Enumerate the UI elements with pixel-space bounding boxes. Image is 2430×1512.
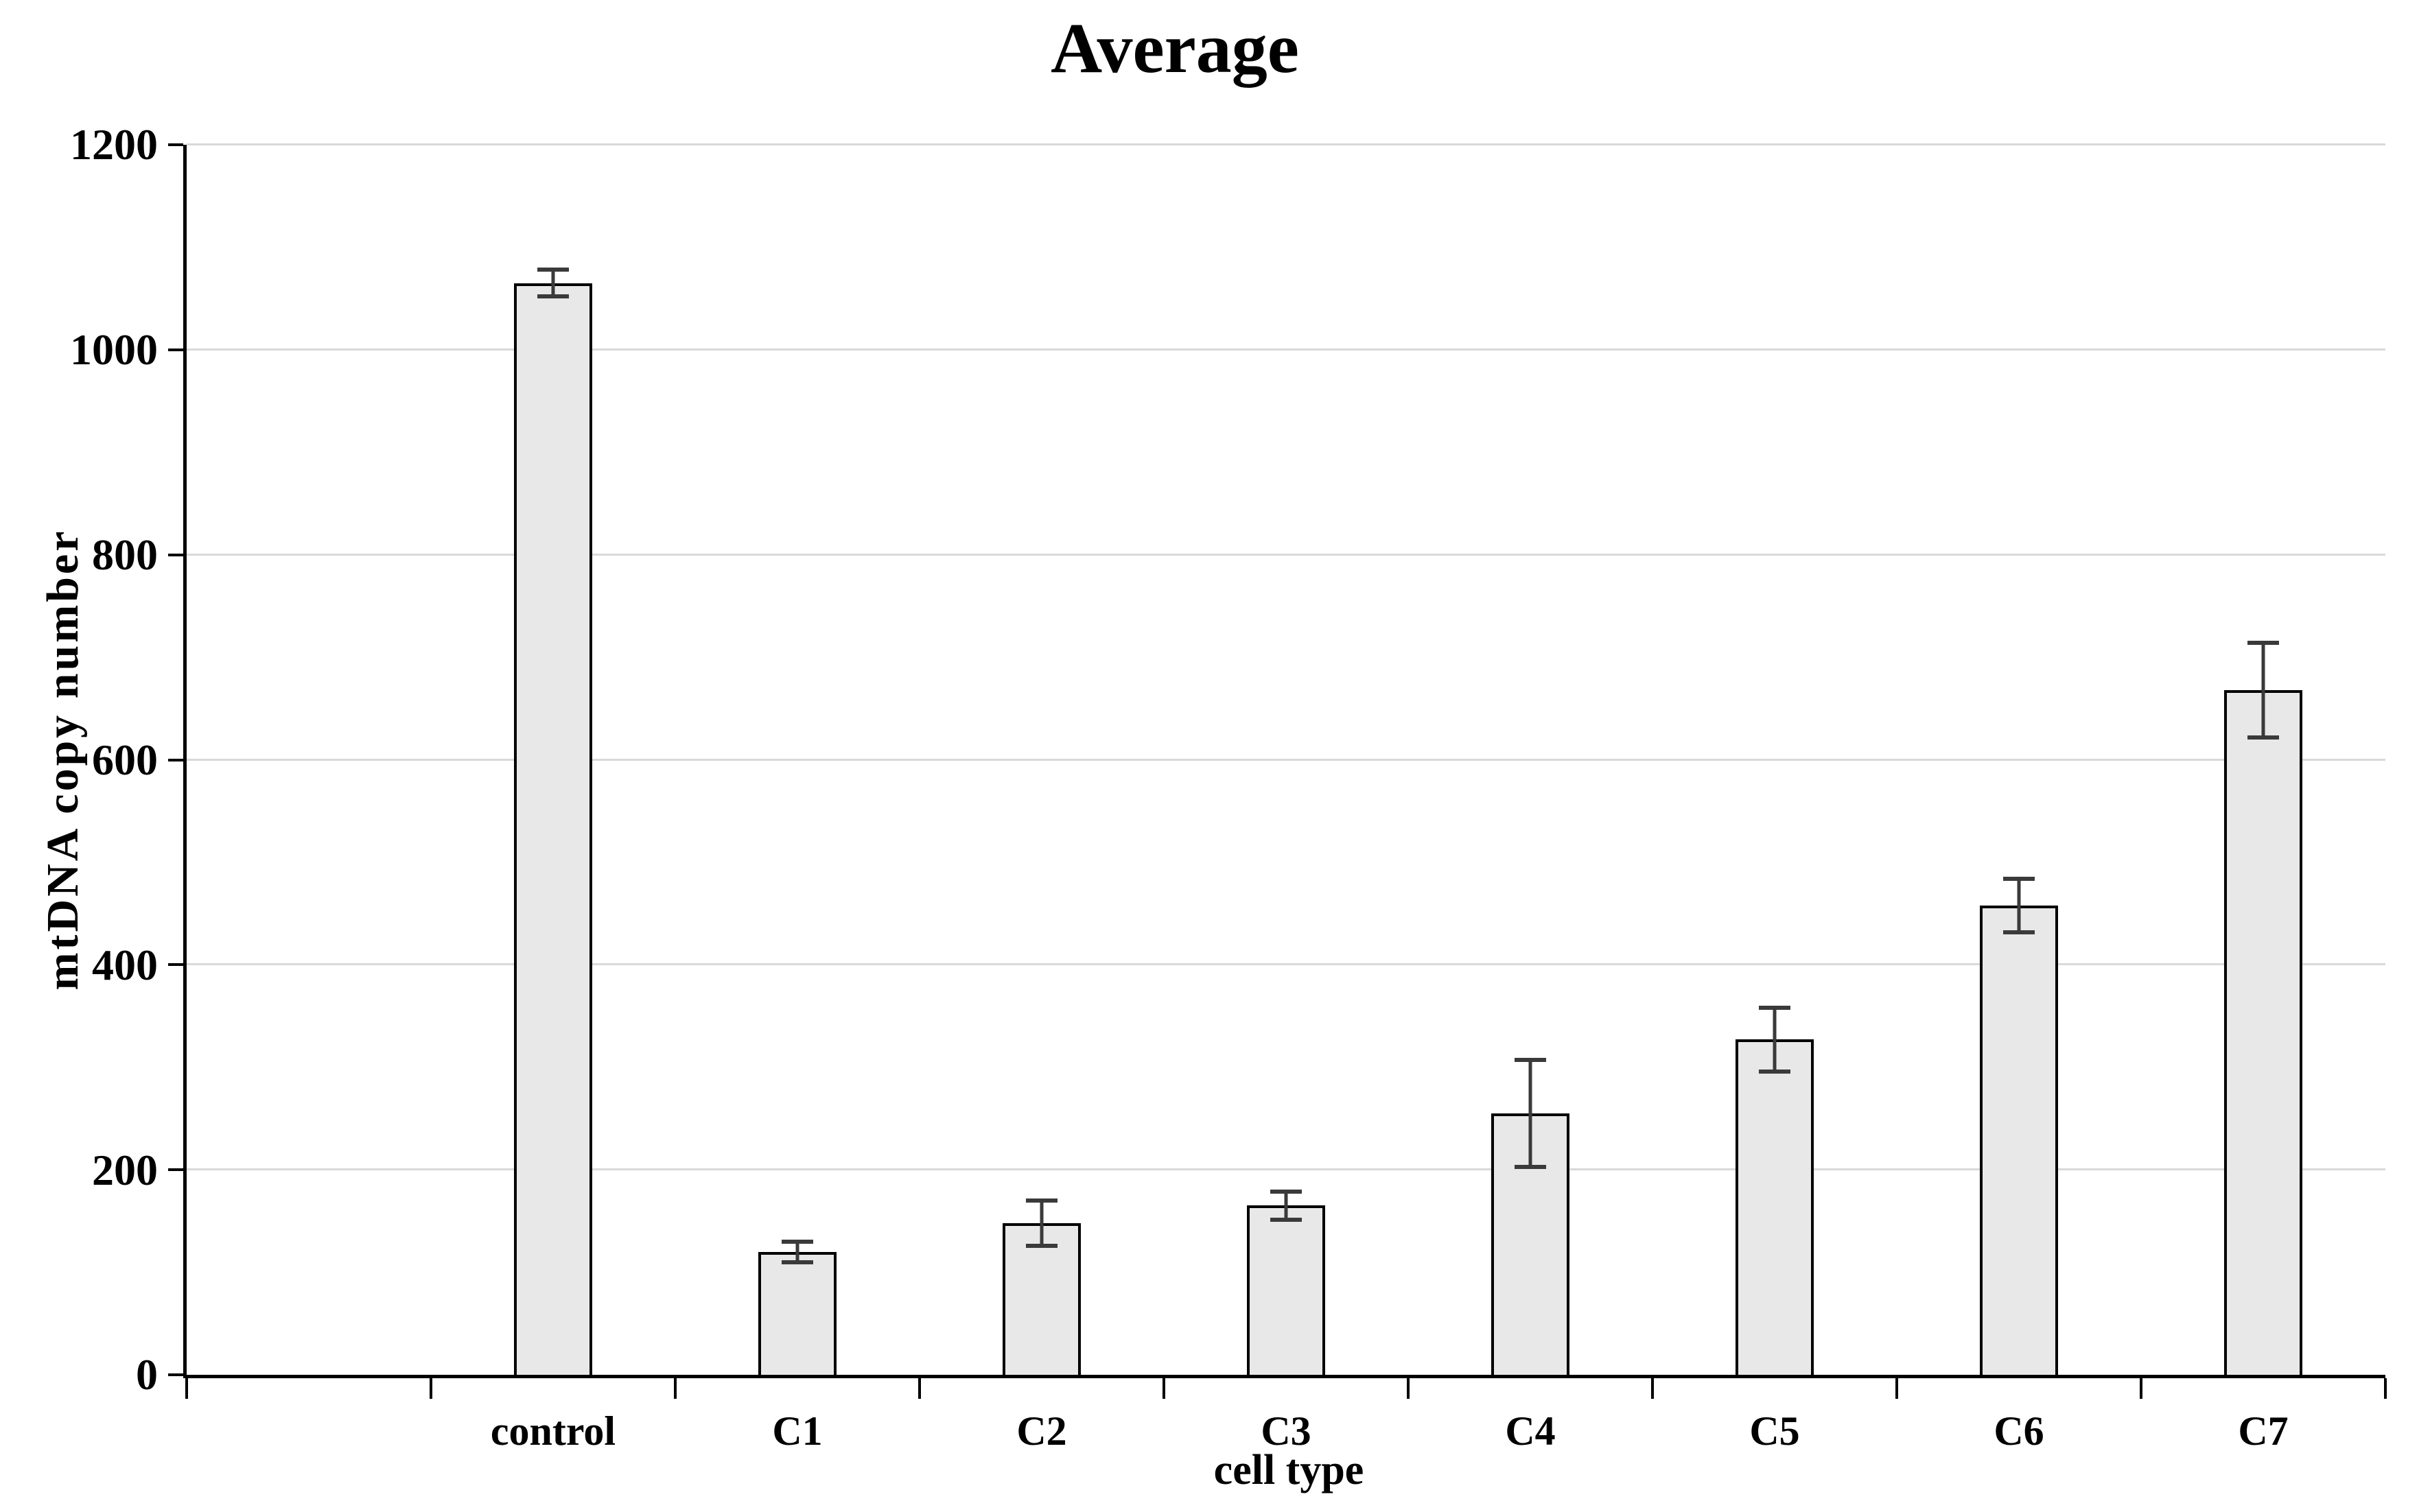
y-tick-label: 200 [92,1145,158,1194]
error-cap-bottom-C5 [1759,1069,1790,1074]
y-tick-mark-800 [168,553,183,556]
error-bar-C4 [1528,1060,1532,1167]
x-tick-mark-7 [1895,1378,1898,1399]
x-tick-label-C4: C4 [1505,1408,1556,1454]
y-tick-mark-0 [168,1373,183,1376]
x-tick-mark-1 [429,1378,432,1399]
y-tick-label: 1000 [70,325,158,375]
x-tick-label-C5: C5 [1749,1408,1800,1454]
bar-C6 [1980,905,2058,1375]
x-tick-label-C3: C3 [1261,1408,1311,1454]
x-tick-mark-8 [2139,1378,2142,1399]
x-tick-mark-9 [2384,1378,2387,1399]
error-cap-top-C5 [1759,1006,1790,1011]
error-cap-top-C1 [782,1239,813,1244]
gridline-600 [187,758,2385,761]
bar-C7 [2224,689,2302,1375]
y-tick-label: 400 [92,940,158,989]
error-cap-top-C6 [2003,876,2035,881]
x-tick-mark-3 [918,1378,921,1399]
gridline-400 [187,963,2385,966]
error-cap-bottom-C3 [1270,1218,1302,1222]
x-tick-mark-5 [1407,1378,1410,1399]
error-bar-C7 [2261,643,2265,737]
y-tick-mark-200 [168,1168,183,1172]
bar-C3 [1247,1205,1325,1375]
error-bar-C2 [1040,1201,1044,1246]
error-cap-bottom-control [537,294,569,299]
error-bar-C6 [2017,878,2021,932]
y-tick-mark-600 [168,758,183,761]
x-tick-label-control: control [490,1408,616,1454]
error-cap-bottom-C2 [1026,1243,1058,1248]
error-cap-bottom-C7 [2247,735,2279,740]
x-tick-mark-4 [1162,1378,1165,1399]
x-tick-mark-0 [185,1378,188,1399]
x-tick-label-C1: C1 [772,1408,823,1454]
error-cap-top-C4 [1515,1058,1546,1063]
bar-C2 [1003,1222,1081,1375]
error-cap-top-control [537,268,569,272]
error-bar-C1 [795,1241,799,1262]
x-tick-mark-6 [1650,1378,1654,1399]
chart-title: Average [1051,9,1299,88]
y-tick-label: 1200 [70,120,158,169]
error-cap-top-C2 [1026,1198,1058,1203]
gridline-800 [187,553,2385,556]
y-tick-label: 0 [136,1350,158,1399]
y-tick-label: 600 [92,735,158,784]
plot-area: 0 200 400 600 800 1000 1200 control C1 C2 C3 C4 C5 C… [70,123,2387,1452]
x-tick-label-C7: C7 [2238,1408,2289,1454]
y-tick-label: 800 [92,530,158,579]
error-cap-bottom-C4 [1515,1164,1546,1169]
error-cap-top-C7 [2247,641,2279,646]
error-cap-top-C3 [1270,1189,1302,1194]
x-tick-mark-2 [673,1378,677,1399]
x-tick-label-C2: C2 [1016,1408,1067,1454]
y-tick-mark-1200 [168,143,183,146]
bar-C5 [1736,1039,1814,1375]
y-tick-mark-1000 [168,348,183,351]
gridline-1200 [187,143,2385,145]
error-cap-bottom-C1 [782,1260,813,1264]
error-cap-bottom-C6 [2003,930,2035,934]
bar-control [513,283,592,1375]
bar-C1 [758,1251,837,1375]
x-tick-label-C6: C6 [1994,1408,2044,1454]
error-bar-C3 [1284,1191,1288,1220]
y-tick-mark-400 [168,963,183,967]
gridline-1000 [187,348,2385,351]
error-bar-C5 [1773,1008,1777,1072]
y-axis-title: mtDNA copy number [38,528,88,991]
gridline-200 [187,1168,2385,1171]
x-axis-title: cell type [1213,1447,1364,1493]
error-bar-control [551,270,555,297]
